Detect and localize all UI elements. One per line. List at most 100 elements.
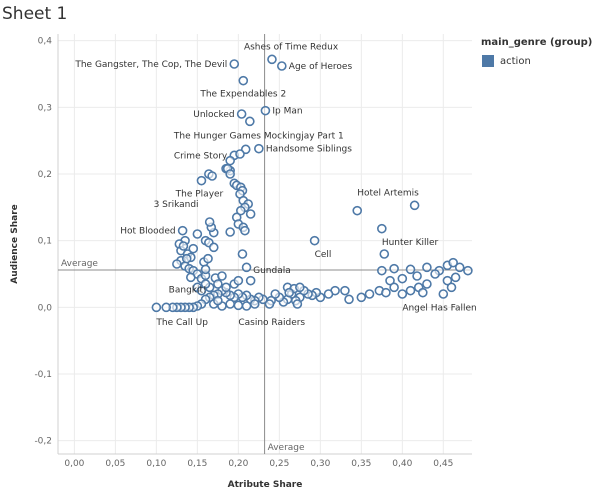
data-point <box>254 143 264 154</box>
sheet-title: Sheet 1 <box>2 4 68 24</box>
data-point <box>277 61 287 71</box>
y-tick-label: -0,1 <box>34 370 52 380</box>
data-label: The Expendables 2 <box>199 90 286 100</box>
data-point <box>233 300 244 311</box>
data-point <box>389 263 399 274</box>
data-label: The Call Up <box>155 318 208 328</box>
data-point <box>454 262 465 273</box>
data-point <box>292 299 303 309</box>
data-point <box>225 227 235 237</box>
data-point <box>260 105 271 116</box>
x-tick-label: 0,05 <box>105 459 125 469</box>
data-point <box>405 264 416 275</box>
data-point <box>418 287 428 298</box>
data-label: Bangkit! <box>169 285 207 295</box>
data-point <box>229 59 240 69</box>
data-point <box>344 294 354 305</box>
data-label: Handsome Siblings <box>266 145 352 155</box>
data-point <box>446 282 457 293</box>
data-point <box>236 205 246 216</box>
data-point <box>236 109 247 119</box>
data-label: The Gangster, The Cop, The Devil <box>74 60 227 70</box>
y-reference-label: Average <box>61 259 98 269</box>
x-tick-label: 0,20 <box>228 459 248 469</box>
data-point <box>389 282 399 293</box>
data-point <box>203 253 213 264</box>
data-point <box>178 241 189 251</box>
data-label: Hotel Artemis <box>357 189 419 199</box>
data-label: The Player <box>175 190 224 200</box>
data-point <box>245 209 256 219</box>
data-point <box>177 225 188 236</box>
data-point <box>397 273 408 284</box>
data-point <box>412 271 422 281</box>
data-point <box>192 229 203 239</box>
data-point <box>151 302 162 313</box>
data-point <box>323 289 334 299</box>
y-tick-label: 0,0 <box>38 303 53 313</box>
data-label: The Hunger Games Mockingjay Part 1 <box>173 132 344 142</box>
data-point <box>240 225 250 236</box>
data-point <box>241 301 252 311</box>
data-point <box>442 275 453 286</box>
data-point <box>204 217 215 227</box>
x-tick-label: 0,40 <box>392 459 412 469</box>
x-tick-label: 0,25 <box>269 459 289 469</box>
data-label: Angel Has Fallen <box>402 303 476 313</box>
x-tick-label: 0,15 <box>187 459 207 469</box>
data-point <box>213 279 223 289</box>
legend-swatch <box>482 55 494 67</box>
data-point <box>200 279 211 289</box>
data-point <box>463 265 473 276</box>
data-point <box>295 282 305 293</box>
data-point <box>200 264 211 275</box>
data-point <box>196 175 207 186</box>
data-label: 3 Srikandi <box>154 200 199 210</box>
data-point <box>385 275 395 286</box>
data-point <box>172 259 182 269</box>
data-point <box>188 243 199 254</box>
data-point <box>235 149 245 159</box>
data-point <box>448 257 458 268</box>
data-label: Unlocked <box>193 110 234 120</box>
legend-item-action[interactable]: action <box>482 55 531 67</box>
data-point <box>213 295 223 306</box>
data-point <box>450 272 461 283</box>
data-point <box>309 235 320 246</box>
data-point <box>221 282 231 293</box>
data-point <box>196 285 207 296</box>
data-point <box>245 275 256 286</box>
y-axis-title: Audience Share <box>10 204 20 284</box>
data-point <box>364 289 375 299</box>
x-reference-label: Average <box>268 443 305 453</box>
data-point <box>233 275 244 286</box>
x-tick-label: 0,35 <box>351 459 371 469</box>
x-axis-title: Atribute Share <box>228 480 303 490</box>
data-point <box>217 271 227 281</box>
legend-title: main_genre (group) <box>481 37 593 48</box>
data-point <box>225 299 235 309</box>
data-point <box>356 292 367 303</box>
data-point <box>181 253 192 264</box>
data-label: Hot Blooded <box>120 227 175 237</box>
x-tick-label: 0,00 <box>64 459 84 469</box>
data-point <box>377 223 387 234</box>
data-label: Casino Raiders <box>238 318 305 328</box>
data-point <box>352 205 363 216</box>
data-point <box>284 287 294 298</box>
data-point <box>379 249 390 259</box>
y-tick-label: 0,2 <box>38 170 52 180</box>
legend-label: action <box>500 55 531 67</box>
data-point <box>208 242 219 253</box>
y-tick-label: 0,1 <box>38 237 52 247</box>
data-point <box>270 289 281 299</box>
data-point <box>422 279 432 289</box>
data-point <box>225 169 235 179</box>
data-point <box>438 289 449 299</box>
data-label: Age of Heroes <box>289 62 353 72</box>
data-label: Hunter Killer <box>382 238 439 248</box>
y-tick-label: 0,3 <box>38 103 52 113</box>
data-point <box>397 289 408 299</box>
y-tick-label: 0,4 <box>38 37 53 47</box>
